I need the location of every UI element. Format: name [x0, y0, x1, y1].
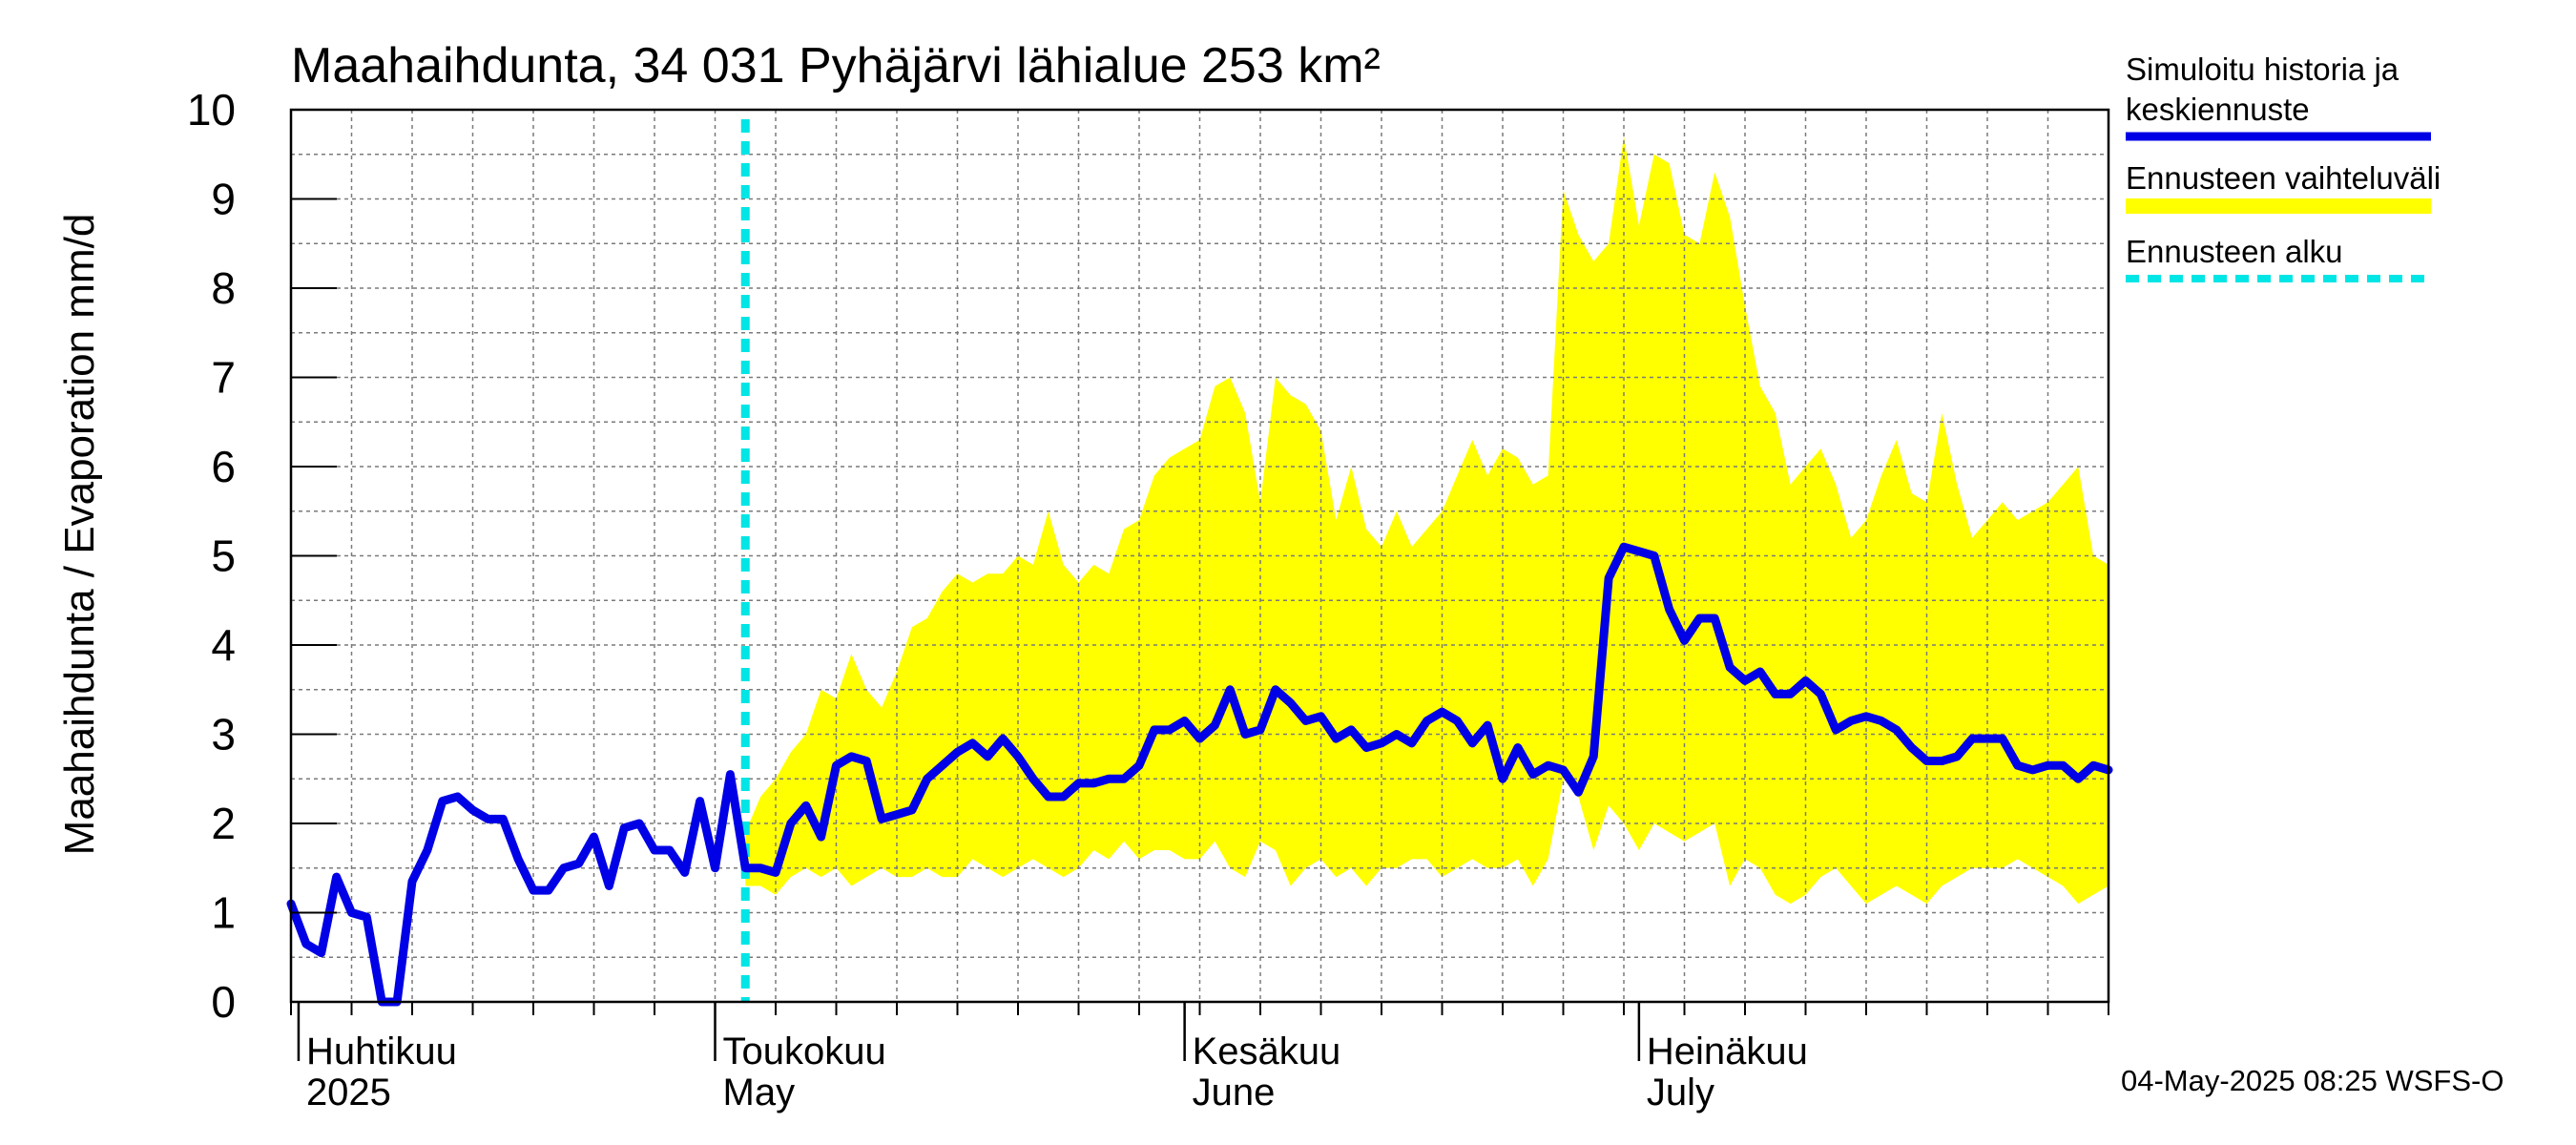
y-tick-label: 2 — [211, 799, 236, 848]
y-tick-label: 5 — [211, 531, 236, 581]
month-label: Toukokuu — [723, 1030, 886, 1072]
month-label: Heinäkuu — [1647, 1030, 1808, 1072]
y-tick-label: 1 — [211, 888, 236, 938]
y-tick-label: 7 — [211, 353, 236, 403]
legend: Simuloitu historia ja keskiennuste Ennus… — [2126, 52, 2441, 282]
y-tick-label: 8 — [211, 263, 236, 313]
footer-timestamp: 04-May-2025 08:25 WSFS-O — [2121, 1064, 2503, 1097]
month-label: Huhtikuu — [306, 1030, 457, 1072]
month-sublabel: July — [1647, 1072, 1714, 1114]
month-sublabel: June — [1193, 1072, 1276, 1114]
y-tick-label: 10 — [187, 85, 236, 135]
month-sublabel: 2025 — [306, 1072, 391, 1114]
month-label: Kesäkuu — [1193, 1030, 1341, 1072]
legend-label-simulated-line1: Simuloitu historia ja — [2126, 52, 2399, 87]
y-tick-label: 6 — [211, 442, 236, 491]
month-sublabel: May — [723, 1072, 796, 1114]
legend-label-forecast-start: Ennusteen alku — [2126, 234, 2343, 269]
legend-swatch-range — [2126, 198, 2431, 214]
legend-label-range: Ennusteen vaihteluväli — [2126, 160, 2441, 196]
legend-label-simulated-line2: keskiennuste — [2126, 92, 2310, 127]
chart-title: Maahaihdunta, 34 031 Pyhäjärvi lähialue … — [291, 38, 1381, 94]
y-tick-label: 3 — [211, 710, 236, 760]
y-tick-label: 9 — [211, 175, 236, 224]
y-tick-label: 0 — [211, 977, 236, 1027]
y-axis-label: Maahaihdunta / Evaporation mm/d — [56, 214, 103, 856]
forecast-range-band — [745, 136, 2109, 905]
y-tick-label: 4 — [211, 620, 236, 670]
series-line-simulated — [286, 542, 2113, 1007]
